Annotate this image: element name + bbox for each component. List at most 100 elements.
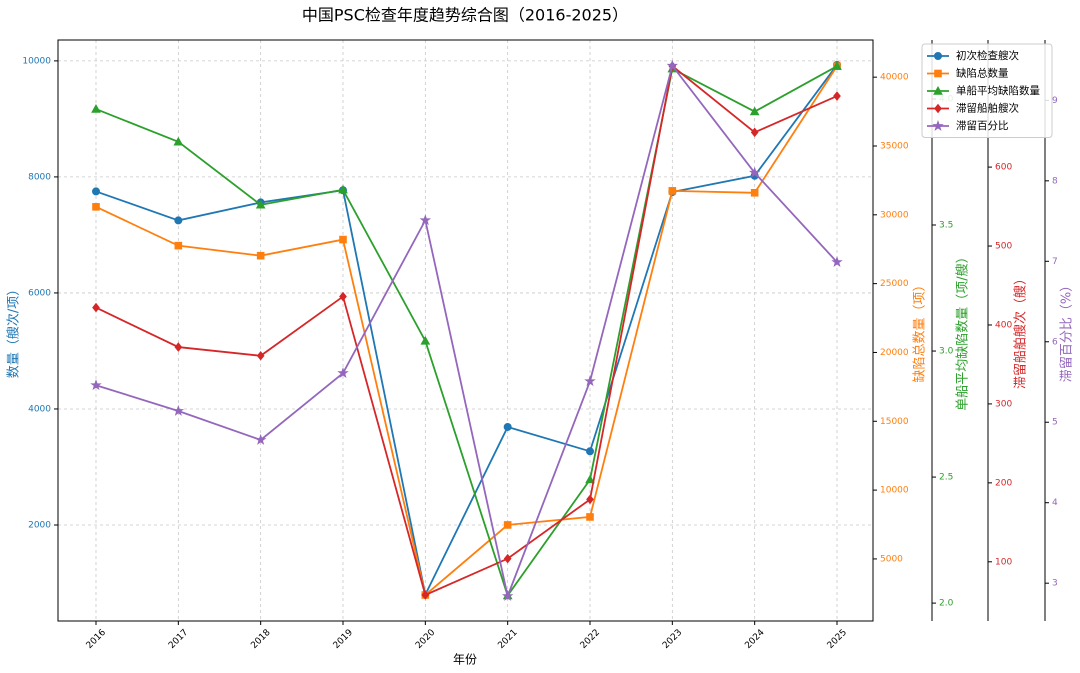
y-tick-label: 2000 <box>28 520 51 530</box>
marker <box>174 216 183 225</box>
marker <box>831 256 843 267</box>
x-tick-label: 2022 <box>579 628 602 651</box>
y-tick-label: 8000 <box>28 172 51 182</box>
marker <box>256 350 265 361</box>
x-tick-label: 2023 <box>661 628 684 651</box>
marker <box>338 184 348 194</box>
y-tick-label: 5 <box>1052 418 1058 428</box>
marker <box>339 235 347 244</box>
marker <box>501 590 514 601</box>
y-tick-label: 2.0 <box>939 599 954 609</box>
y-tick-label: 2.5 <box>939 473 953 483</box>
chart-title: 中国PSC检查年度趋势综合图（2016-2025） <box>302 6 628 25</box>
y-tick-label: 25000 <box>880 279 909 289</box>
y-axis-title: 滞留船舶艘次（艘） <box>1013 272 1029 389</box>
series-line <box>95 65 838 597</box>
marker <box>585 474 595 484</box>
y-axis-title: 单船平均缺陷数量（项/艘） <box>955 250 971 410</box>
y-tick-label: 4000 <box>28 404 51 414</box>
marker <box>172 404 185 416</box>
y-tick-label: 200 <box>995 478 1012 488</box>
legend-label: 缺陷总数量 <box>956 67 1009 80</box>
marker <box>586 494 594 505</box>
series-line <box>95 64 838 597</box>
y-tick-label: 9 <box>1052 96 1058 106</box>
legend-label: 滞留百分比 <box>956 119 1009 132</box>
y-tick-label: 4 <box>1052 498 1058 508</box>
y-tick-label: 6000 <box>28 288 51 298</box>
y-tick-label: 10000 <box>22 56 51 66</box>
marker <box>749 106 760 116</box>
x-tick-label: 2019 <box>332 628 355 651</box>
y-tick-label: 10000 <box>880 486 909 496</box>
legend-marker <box>932 119 944 131</box>
marker <box>91 104 101 113</box>
marker <box>668 187 677 195</box>
series-line <box>95 64 838 598</box>
x-tick-label: 2025 <box>826 628 849 651</box>
x-tick-label: 2017 <box>167 628 190 651</box>
y-tick-label: 500 <box>995 242 1012 252</box>
marker <box>174 241 183 250</box>
marker <box>92 302 100 313</box>
x-tick-label: 2018 <box>249 628 272 651</box>
marker <box>586 447 594 456</box>
marker <box>503 422 512 431</box>
legend-label: 滞留船舶艘次 <box>956 102 1019 115</box>
legend-marker <box>933 85 943 95</box>
marker <box>174 342 183 352</box>
y-axis-title: 缺陷总数量（项） <box>913 278 928 382</box>
legend-label: 初次检查艘次 <box>956 49 1019 62</box>
marker <box>256 251 265 260</box>
plot-frame <box>57 39 874 622</box>
marker <box>337 367 349 379</box>
marker <box>503 553 512 564</box>
legend-marker <box>934 103 942 114</box>
y-tick-label: 35000 <box>880 141 909 151</box>
marker <box>419 214 432 226</box>
series-line <box>95 63 838 600</box>
y-tick-label: 5000 <box>880 554 903 564</box>
marker <box>748 166 761 178</box>
marker <box>832 61 842 70</box>
y-tick-label: 40000 <box>880 73 909 83</box>
y-axis-title: 滞留百分比（%） <box>1060 279 1075 382</box>
marker <box>750 188 759 197</box>
marker <box>339 291 347 302</box>
x-tick-label: 2020 <box>414 628 437 651</box>
y-tick-label: 3.5 <box>939 221 953 231</box>
legend-marker <box>934 52 942 60</box>
legend-box <box>921 43 1053 138</box>
y-tick-label: 600 <box>995 163 1012 173</box>
legend-label: 单船平均缺陷数量 <box>956 84 1040 97</box>
marker <box>750 127 759 138</box>
marker <box>92 187 100 196</box>
x-tick-label: 2021 <box>496 628 519 651</box>
y-tick-label: 400 <box>995 320 1012 330</box>
marker <box>255 199 266 209</box>
y-tick-label: 100 <box>995 557 1012 567</box>
y-tick-label: 20000 <box>880 348 909 358</box>
marker <box>254 433 267 445</box>
marker <box>92 203 100 211</box>
y-tick-label: 8 <box>1052 176 1058 186</box>
marker <box>584 375 596 387</box>
y-tick-label: 3 <box>1052 579 1058 589</box>
y-tick-label: 30000 <box>880 210 909 220</box>
marker <box>421 590 430 600</box>
marker <box>90 379 102 391</box>
marker <box>503 521 512 529</box>
marker <box>420 335 431 345</box>
y-tick-label: 3.0 <box>939 347 954 357</box>
y-axis-title: 数量（艘次/项） <box>6 283 22 378</box>
marker <box>173 136 184 146</box>
y-tick-label: 300 <box>995 399 1012 409</box>
x-tick-label: 2024 <box>743 628 766 651</box>
y-tick-label: 15000 <box>880 417 909 427</box>
y-tick-label: 6 <box>1052 337 1058 347</box>
marker <box>586 513 594 521</box>
y-tick-label: 7 <box>1052 257 1058 267</box>
x-tick-label: 2016 <box>85 628 108 651</box>
legend-marker <box>934 69 942 78</box>
